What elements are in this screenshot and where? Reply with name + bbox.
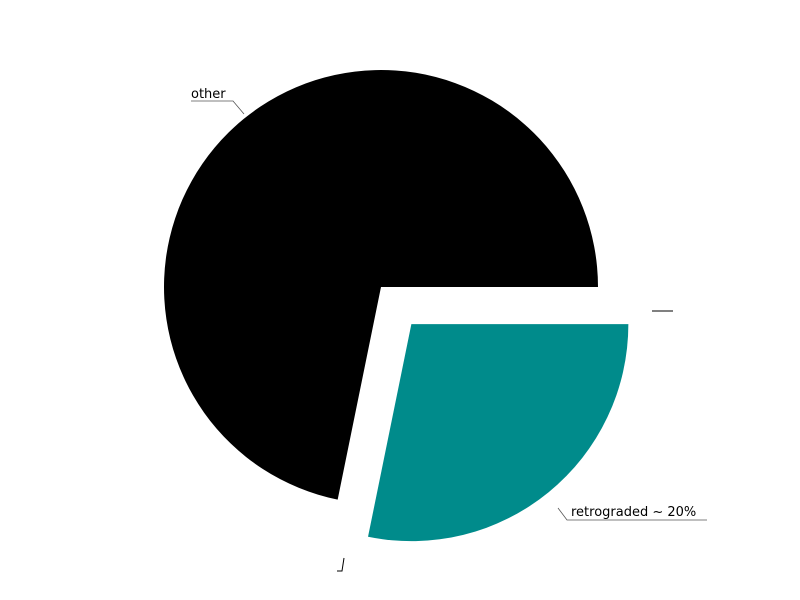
slice-label-retrograded: retrograded ~ 20% [571, 505, 696, 520]
leader-line-retrograded [557, 507, 707, 521]
pie-slice-retrograded [368, 324, 629, 542]
pie-labels: other retrograded ~ 20% [191, 87, 707, 521]
stray-tick-bottom [337, 557, 345, 572]
pie-slice-other [164, 69, 599, 500]
pie-slices [164, 69, 629, 542]
leader-line-other [191, 100, 245, 115]
slice-label-other: other [191, 87, 226, 102]
